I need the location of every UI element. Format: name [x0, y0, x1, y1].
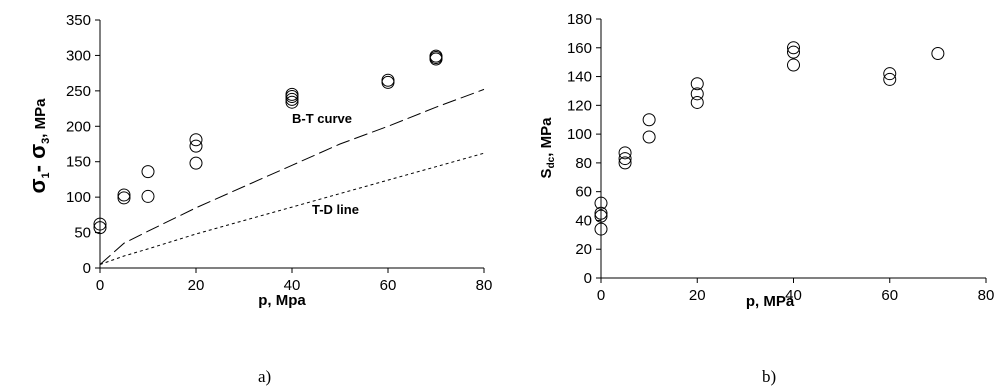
- chart-a-data-point: [117, 188, 131, 202]
- chart-b-y-label-base: S: [538, 168, 555, 178]
- chart-b: 0 20 40 60 80 100 120 140 160 180 0 20 40 60 80 p, MP…: [538, 11, 994, 386]
- chart-b-data-point: [594, 209, 608, 223]
- chart-b-y-tick-label: 60: [575, 184, 592, 201]
- chart-a-annotation-bt: B-T curve: [292, 111, 352, 126]
- chart-b-y-tick-label: 80: [575, 155, 592, 172]
- chart-a-y-tick-label: 250: [66, 83, 91, 100]
- chart-b-y-ticks: 0 20 40 60 80 100 120 140 160 180: [567, 11, 601, 287]
- chart-a-x-tick-label: 80: [476, 277, 493, 294]
- chart-a-y-label-sigma1: σ: [25, 178, 50, 193]
- chart-b-data-point: [642, 113, 656, 127]
- chart-b-x-tick-label: 40: [785, 287, 802, 304]
- chart-b-data-point: [594, 206, 608, 220]
- chart-a-data-point: [189, 139, 203, 153]
- chart-b-x-ticks: 0 20 40 60 80: [597, 278, 995, 304]
- chart-a-annotation-td: T-D line: [312, 202, 359, 217]
- chart-b-data-point: [642, 130, 656, 144]
- chart-a-lines: [99, 88, 485, 265]
- chart-a-y-label-unit: , MPa: [32, 98, 49, 138]
- chart-b-y-tick-label: 160: [567, 40, 592, 57]
- chart-b-data-point: [787, 45, 800, 59]
- chart-a-panel-label: a): [258, 367, 271, 386]
- chart-b-y-tick-label: 20: [575, 241, 592, 258]
- chart-a-data-point: [381, 73, 395, 87]
- chart-a-x-label: p, Mpa: [258, 292, 306, 309]
- chart-a-series-bt-curve: [99, 88, 485, 265]
- chart-a-data-point: [429, 49, 443, 63]
- chart-a-y-label-sub3: 3: [40, 138, 52, 144]
- chart-a-data-point: [117, 191, 131, 205]
- chart-b-y-tick-label: 0: [584, 270, 592, 287]
- chart-b-y-tick-label: 120: [567, 97, 592, 114]
- chart-b-data-point: [787, 41, 800, 55]
- chart-a-series-td-line: [99, 152, 485, 265]
- chart-b-data-point: [931, 47, 945, 61]
- chart-a-y-label-sub1: 1: [40, 172, 52, 178]
- chart-b-data-point: [618, 146, 632, 160]
- chart-a: 0 50 100 150 200 250 300 350 0 20 40 60 80 B-T curv…: [25, 12, 492, 386]
- chart-a-y-tick-label: 0: [83, 260, 91, 277]
- chart-b-x-tick-label: 80: [978, 287, 995, 304]
- chart-b-data-point: [883, 72, 897, 86]
- chart-b-y-tick-label: 40: [575, 212, 592, 229]
- chart-b-data-point: [690, 95, 704, 109]
- chart-b-x-label: p, MPa: [746, 293, 795, 310]
- chart-b-data-point: [690, 77, 704, 91]
- chart-b-x-tick-label: 60: [881, 287, 898, 304]
- chart-b-data-point: [618, 156, 632, 170]
- chart-a-y-label: σ1- σ3, MPa: [25, 98, 52, 194]
- chart-b-data-point: [690, 87, 704, 101]
- chart-b-panel-label: b): [762, 367, 776, 386]
- chart-b-data-point: [594, 222, 608, 236]
- chart-b-points: [594, 41, 945, 236]
- chart-a-points: [93, 49, 443, 235]
- chart-a-data-point: [93, 217, 107, 231]
- chart-a-y-tick-label: 150: [66, 154, 91, 171]
- chart-a-data-point: [189, 156, 203, 170]
- chart-b-data-point: [883, 67, 897, 81]
- chart-a-y-tick-label: 50: [74, 225, 91, 242]
- chart-b-y-tick-label: 100: [567, 126, 592, 143]
- chart-a-x-tick-label: 40: [284, 277, 301, 294]
- chart-a-data-point: [189, 133, 203, 147]
- chart-a-data-point: [141, 165, 155, 179]
- chart-b-data-point: [787, 58, 800, 72]
- chart-a-x-tick-label: 0: [96, 277, 104, 294]
- chart-b-y-label: Sdc, MPa: [538, 117, 557, 179]
- chart-b-y-label-unit: , MPa: [538, 117, 555, 157]
- chart-b-x-tick-label: 20: [689, 287, 706, 304]
- chart-b-y-tick-label: 140: [567, 69, 592, 86]
- chart-a-y-tick-label: 200: [66, 118, 91, 135]
- chart-a-y-label-sigma3: - σ: [25, 144, 50, 173]
- chart-b-x-tick-label: 0: [597, 287, 605, 304]
- chart-a-y-tick-label: 300: [66, 47, 91, 64]
- chart-a-data-point: [285, 92, 299, 106]
- chart-b-data-point: [618, 152, 632, 166]
- chart-a-y-ticks: 0 50 100 150 200 250 300 350: [66, 12, 100, 277]
- chart-a-data-point: [93, 221, 107, 235]
- chart-a-data-point: [141, 189, 155, 203]
- chart-b-y-tick-label: 180: [567, 11, 592, 28]
- chart-a-data-point: [285, 95, 299, 109]
- chart-a-x-tick-label: 60: [380, 277, 397, 294]
- chart-a-y-tick-label: 350: [66, 12, 91, 29]
- chart-a-x-tick-label: 20: [188, 277, 205, 294]
- chart-b-data-point: [594, 196, 608, 210]
- chart-b-y-label-sub: dc: [546, 156, 557, 168]
- chart-a-y-tick-label: 100: [66, 189, 91, 206]
- chart-a-data-point: [285, 87, 299, 101]
- chart-a-x-ticks: 0 20 40 60 80: [96, 268, 493, 294]
